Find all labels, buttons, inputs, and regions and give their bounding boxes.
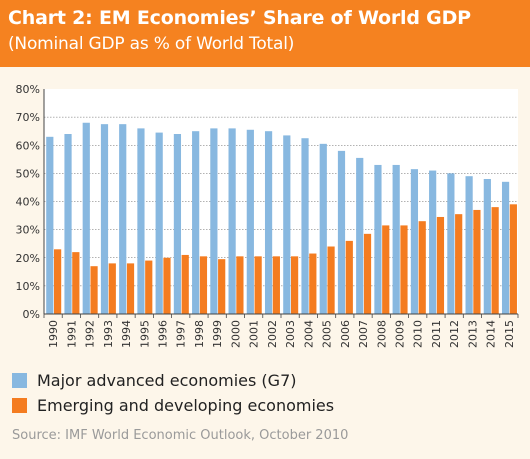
bar-em [254, 256, 262, 314]
bar-chart: 0% 10% 20% 30% 40% 50% 60% 70% 80% 1990 1991 1992 19… [16, 83, 519, 348]
bar-g7 [173, 134, 182, 314]
bar-g7 [228, 128, 236, 315]
x-tick-label: 2005 [321, 320, 334, 348]
y-tick-label: 30% [16, 224, 40, 237]
bar-em [309, 253, 317, 314]
bar-g7 [483, 179, 491, 314]
y-tick-label: 0% [23, 308, 40, 321]
x-tick-label: 2013 [466, 320, 479, 348]
bar-g7 [137, 128, 145, 315]
x-tick-label: 1998 [193, 320, 206, 348]
bar-g7 [119, 124, 127, 314]
bar-g7 [64, 134, 72, 314]
bar-em [291, 256, 299, 314]
legend-label-em: Emerging and developing economies [37, 396, 335, 415]
bar-g7 [301, 138, 309, 314]
bar-em [90, 266, 98, 314]
y-tick-label: 40% [16, 196, 40, 209]
x-tick-label: 1995 [138, 320, 151, 348]
legend-item-g7: Major advanced economies (G7) [12, 368, 334, 393]
x-tick-label: 1993 [102, 320, 115, 348]
bar-g7 [246, 129, 254, 314]
x-tick-label: 1997 [175, 320, 188, 348]
bar-g7 [264, 131, 273, 314]
bar-g7 [429, 170, 437, 314]
bar-g7 [46, 136, 54, 314]
bar-g7 [337, 150, 346, 315]
x-tick-label: 1999 [211, 320, 224, 348]
bar-em [382, 225, 390, 314]
bar-g7 [374, 164, 382, 314]
x-tick-label: 2008 [375, 320, 388, 348]
bar-em [491, 207, 499, 315]
bar-em [72, 252, 80, 315]
x-tick-label: 2011 [430, 320, 443, 348]
x-tick-label: 2004 [302, 320, 315, 348]
x-tick-label: 2001 [248, 320, 261, 348]
y-tick-label: 20% [16, 252, 40, 265]
bar-g7 [501, 181, 510, 314]
x-tick-label: 1992 [84, 320, 97, 348]
bar-em [400, 225, 408, 314]
x-tick-label: 2000 [229, 320, 242, 348]
chart-header: Chart 2: EM Economies’ Share of World GD… [0, 0, 530, 67]
chart-legend: Major advanced economies (G7) Emerging a… [12, 368, 334, 418]
x-tick-label: 2002 [266, 320, 279, 348]
chart-title: Chart 2: EM Economies’ Share of World GD… [8, 7, 471, 29]
x-tick-label: 1996 [157, 320, 170, 348]
bar-em [473, 209, 481, 314]
bar-em [181, 254, 189, 314]
legend-item-em: Emerging and developing economies [12, 393, 334, 418]
bar-em [163, 257, 171, 314]
bar-g7 [410, 169, 419, 314]
bar-g7 [392, 164, 400, 314]
x-tick-label: 2007 [357, 320, 370, 348]
y-tick-label: 50% [16, 167, 40, 180]
x-tick-label: 1994 [120, 320, 133, 348]
x-tick-label: 2012 [448, 320, 461, 348]
bar-em [455, 214, 463, 314]
bar-em [327, 246, 335, 314]
bar-g7 [210, 128, 218, 315]
bar-em [54, 249, 62, 314]
bar-em [272, 256, 280, 314]
x-tick-label: 1990 [47, 320, 60, 348]
bar-em [363, 233, 372, 314]
bar-em [126, 263, 135, 315]
bar-em [418, 221, 426, 314]
bar-g7 [155, 132, 163, 314]
bar-g7 [319, 143, 327, 314]
y-tick-label: 10% [16, 280, 40, 293]
legend-swatch-g7 [12, 373, 27, 388]
x-tick-label: 2003 [284, 320, 297, 348]
bar-em [199, 256, 208, 314]
x-tick-label: 1991 [65, 320, 78, 348]
bar-em [108, 263, 116, 315]
bar-g7 [283, 135, 291, 314]
bar-em [236, 256, 244, 314]
bar-g7 [356, 157, 364, 314]
source-note: Source: IMF World Economic Outlook, Octo… [12, 428, 349, 443]
bar-g7 [100, 124, 109, 314]
x-tick-label: 2015 [503, 320, 516, 348]
bar-g7 [82, 122, 90, 314]
bar-em [509, 204, 517, 314]
bar-g7 [192, 131, 200, 314]
legend-label-g7: Major advanced economies (G7) [37, 371, 297, 390]
y-tick-label: 60% [16, 139, 40, 152]
y-tick-label: 80% [16, 83, 40, 96]
x-tick-label: 2014 [485, 320, 498, 348]
x-tick-label: 2009 [394, 320, 407, 348]
bar-em [218, 259, 226, 314]
bar-g7 [447, 173, 455, 315]
legend-swatch-em [12, 398, 27, 413]
x-tick-label: 2006 [339, 320, 352, 348]
bar-em [145, 260, 153, 314]
y-tick-label: 70% [16, 111, 40, 124]
bar-em [436, 216, 445, 314]
chart-subtitle: (Nominal GDP as % of World Total) [8, 34, 295, 54]
bar-em [345, 240, 353, 315]
x-tick-label: 2010 [412, 320, 425, 348]
bar-g7 [465, 176, 473, 314]
